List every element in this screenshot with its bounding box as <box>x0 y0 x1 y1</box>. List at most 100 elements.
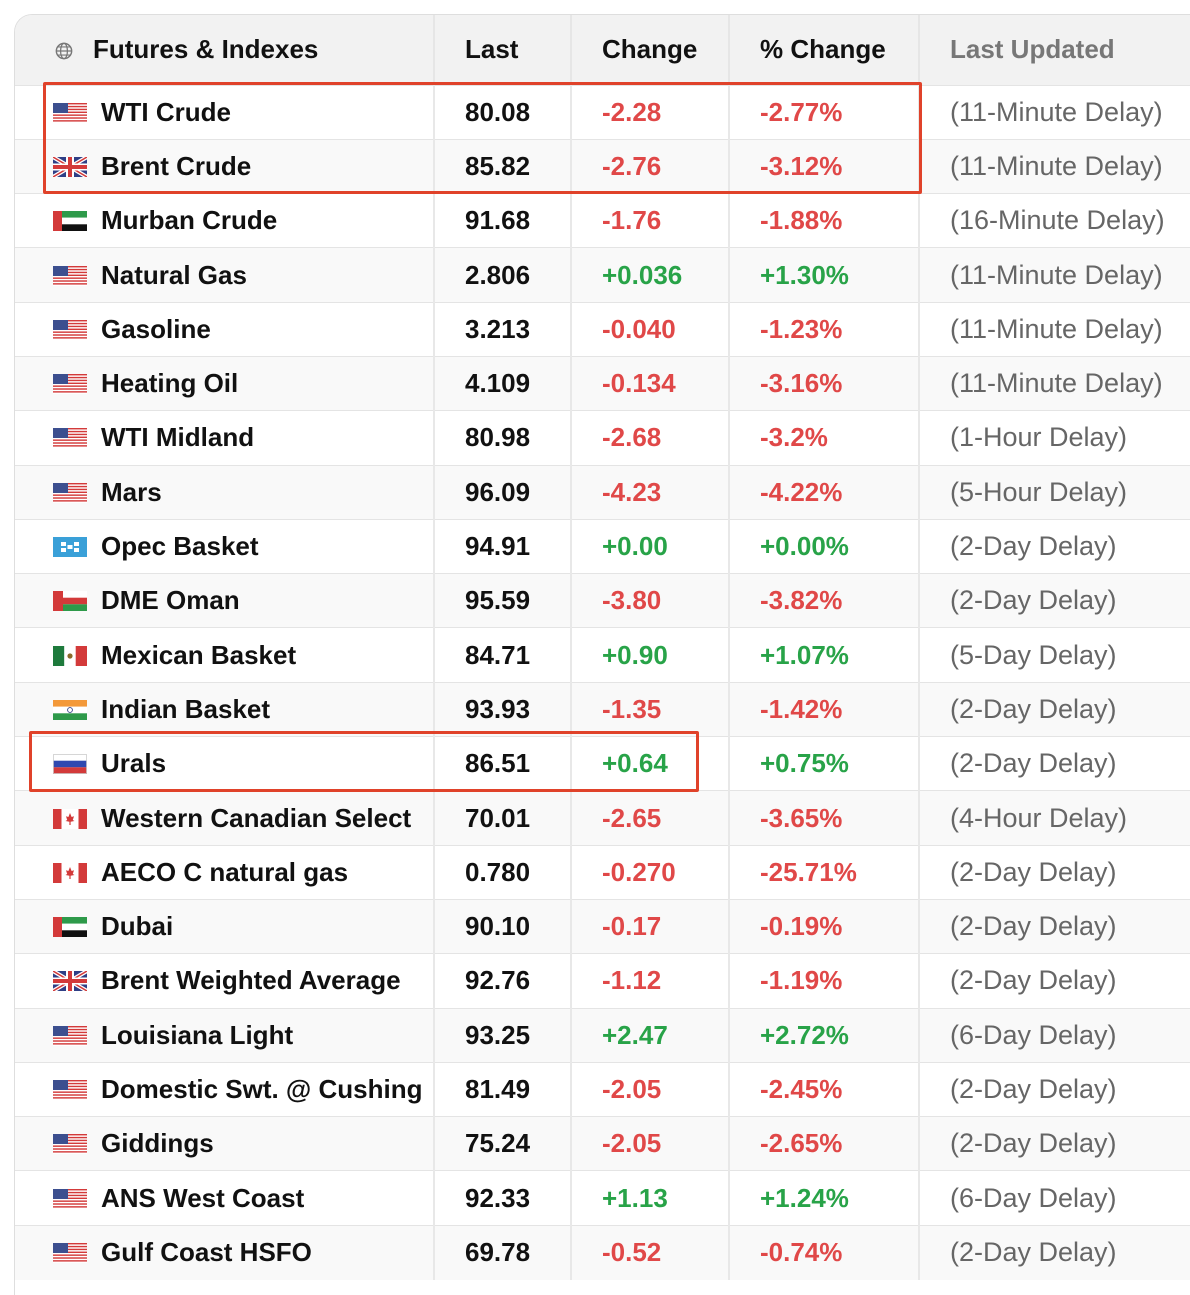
commodity-name[interactable]: Natural Gas <box>101 259 247 290</box>
header-percent-change[interactable]: % Change <box>729 15 920 85</box>
prices-table-container: Futures & Indexes Last Change % Change L… <box>14 14 1190 1295</box>
header-futures-indexes[interactable]: Futures & Indexes <box>15 15 435 85</box>
commodity-name-cell[interactable]: Heating Oil <box>15 356 435 411</box>
commodity-name[interactable]: Louisiana Light <box>101 1019 294 1050</box>
commodity-name[interactable]: Domestic Swt. @ Cushing <box>101 1073 423 1104</box>
flag-ae-icon <box>53 207 87 232</box>
commodity-name[interactable]: Mexican Basket <box>101 639 297 670</box>
percent-change: -0.74% <box>729 1225 920 1280</box>
commodity-name-cell[interactable]: Western Canadian Select <box>15 790 435 846</box>
commodity-name[interactable]: Mars <box>101 476 162 507</box>
commodity-name-cell[interactable]: AECO C natural gas <box>15 845 435 900</box>
commodity-name[interactable]: AECO C natural gas <box>101 856 349 887</box>
price-change: -2.65 <box>571 790 730 846</box>
table-row[interactable]: Western Canadian Select 70.01 -2.65 -3.65% (… <box>15 790 1190 846</box>
commodity-name-cell[interactable]: Opec Basket <box>15 519 435 574</box>
commodity-name[interactable]: WTI Midland <box>101 422 255 453</box>
price-change: +0.90 <box>571 627 730 683</box>
commodity-name[interactable]: ANS West Coast <box>101 1182 305 1213</box>
price-change: -1.76 <box>571 193 730 248</box>
commodity-name-cell[interactable]: Domestic Swt. @ Cushing <box>15 1062 435 1117</box>
last-updated: (6-Day Delay) <box>950 1019 1117 1050</box>
commodity-name-cell[interactable]: Brent Weighted Average <box>15 953 435 1009</box>
commodity-name-cell[interactable]: Mexican Basket <box>15 627 435 683</box>
table-row[interactable]: Indian Basket 93.93 -1.35 -1.42% (2-Day Dela… <box>15 682 1190 737</box>
table-row[interactable]: Gasoline 3.213 -0.040 -1.23% (11-Minute Dela… <box>15 302 1190 357</box>
commodity-name-cell[interactable]: Urals <box>15 736 435 791</box>
table-row[interactable]: Mars 96.09 -4.23 -4.22% (5-Hour Delay) <box>15 465 1190 520</box>
last-price: 96.09 <box>434 465 572 520</box>
commodity-name[interactable]: Brent Crude <box>101 150 252 181</box>
commodity-name[interactable]: Gasoline <box>101 313 211 344</box>
last-price: 75.24 <box>434 1116 572 1171</box>
last-updated: (5-Hour Delay) <box>950 476 1128 507</box>
flag-ae-icon <box>53 913 87 938</box>
commodity-name[interactable]: Murban Crude <box>101 205 278 236</box>
flag-mx-icon <box>53 642 87 666</box>
table-row[interactable]: DME Oman 95.59 -3.80 -3.82% (2-Day Delay) <box>15 573 1190 628</box>
commodity-name[interactable]: Western Canadian Select <box>101 802 412 833</box>
last-updated: (11-Minute Delay) <box>950 259 1163 290</box>
last-updated: (2-Day Delay) <box>950 585 1117 616</box>
commodity-name[interactable]: Opec Basket <box>101 531 259 562</box>
table-row[interactable]: Natural Gas 2.806 +0.036 +1.30% (11-Minute D… <box>15 247 1190 303</box>
percent-change: -3.82% <box>729 573 920 628</box>
commodity-name-cell[interactable]: Giddings <box>15 1116 435 1171</box>
header-last-updated[interactable]: Last Updated <box>950 34 1115 65</box>
flag-us-icon <box>53 424 87 449</box>
commodity-name[interactable]: Giddings <box>101 1128 214 1159</box>
price-change: -0.134 <box>571 356 730 411</box>
table-row[interactable]: Brent Crude 85.82 -2.76 -3.12% (11-Minute De… <box>15 139 1190 194</box>
commodity-name-cell[interactable]: ANS West Coast <box>15 1170 435 1226</box>
commodity-name-cell[interactable]: Indian Basket <box>15 682 435 737</box>
table-row[interactable]: Brent Weighted Average 92.76 -1.12 -1.19% (2… <box>15 953 1190 1009</box>
commodity-name[interactable]: Dubai <box>101 911 174 942</box>
commodity-name[interactable]: Indian Basket <box>101 693 271 724</box>
commodity-name-cell[interactable]: Brent Crude <box>15 139 435 194</box>
flag-om-icon <box>53 587 87 612</box>
commodity-name-cell[interactable]: Murban Crude <box>15 193 435 248</box>
header-change[interactable]: Change <box>571 15 730 85</box>
table-row[interactable]: ANS West Coast 92.33 +1.13 +1.24% (6-Day Del… <box>15 1170 1190 1226</box>
commodity-name-cell[interactable]: Gasoline <box>15 302 435 357</box>
table-row[interactable]: Mexican Basket 84.71 +0.90 +1.07% (5-Day Del… <box>15 627 1190 683</box>
flag-uk-icon <box>51 967 89 994</box>
table-row[interactable]: Urals 86.51 +0.64 +0.75% (2-Day Delay) <box>15 736 1190 791</box>
commodity-name[interactable]: WTI Crude <box>101 96 231 127</box>
table-row[interactable]: Gulf Coast HSFO 69.78 -0.52 -0.74% (2-Day De… <box>15 1225 1190 1280</box>
commodity-name-cell[interactable]: Mars <box>15 465 435 520</box>
last-updated: (5-Day Delay) <box>950 639 1117 670</box>
header-last[interactable]: Last <box>434 15 572 85</box>
commodity-name-cell[interactable]: Louisiana Light <box>15 1008 435 1063</box>
commodity-name[interactable]: DME Oman <box>101 585 240 616</box>
percent-change: -3.12% <box>729 139 920 194</box>
commodity-name-cell[interactable]: Dubai <box>15 899 435 954</box>
commodity-name-cell[interactable]: DME Oman <box>15 573 435 628</box>
table-row[interactable]: Louisiana Light 93.25 +2.47 +2.72% (6-Day De… <box>15 1008 1190 1063</box>
commodity-name-cell[interactable]: WTI Midland <box>15 410 435 466</box>
last-updated: (11-Minute Delay) <box>950 313 1163 344</box>
price-change: -0.040 <box>571 302 730 357</box>
table-row[interactable]: WTI Crude 80.08 -2.28 -2.77% (11-Minute Dela… <box>15 85 1190 140</box>
commodity-name-cell[interactable]: Natural Gas <box>15 247 435 303</box>
commodity-name[interactable]: Heating Oil <box>101 368 239 399</box>
table-row[interactable]: WTI Midland 80.98 -2.68 -3.2% (1-Hour Delay) <box>15 410 1190 466</box>
last-updated: (4-Hour Delay) <box>950 802 1128 833</box>
commodity-name-cell[interactable]: Gulf Coast HSFO <box>15 1225 435 1280</box>
flag-us-icon <box>53 1130 87 1155</box>
table-row[interactable]: Murban Crude 91.68 -1.76 -1.88% (16-Minute D… <box>15 193 1190 248</box>
table-row[interactable]: Heating Oil 4.109 -0.134 -3.16% (11-Minute D… <box>15 356 1190 411</box>
table-row[interactable]: Dubai 90.10 -0.17 -0.19% (2-Day Delay) <box>15 899 1190 954</box>
price-change: -4.23 <box>571 465 730 520</box>
commodity-name[interactable]: Gulf Coast HSFO <box>101 1237 312 1268</box>
percent-change: -3.65% <box>729 790 920 846</box>
table-row[interactable]: Domestic Swt. @ Cushing 81.49 -2.05 -2.45% (… <box>15 1062 1190 1117</box>
commodity-name-cell[interactable]: WTI Crude <box>15 85 435 140</box>
table-row[interactable]: Opec Basket 94.91 +0.00 +0.00% (2-Day Delay) <box>15 519 1190 574</box>
last-price: 90.10 <box>434 899 572 954</box>
commodity-name[interactable]: Urals <box>101 748 167 779</box>
table-row[interactable]: Giddings 75.24 -2.05 -2.65% (2-Day Delay) <box>15 1116 1190 1171</box>
table-row[interactable]: AECO C natural gas 0.780 -0.270 -25.71% (2-D… <box>15 845 1190 900</box>
commodity-name[interactable]: Brent Weighted Average <box>101 965 401 996</box>
price-change: -0.270 <box>571 845 730 900</box>
